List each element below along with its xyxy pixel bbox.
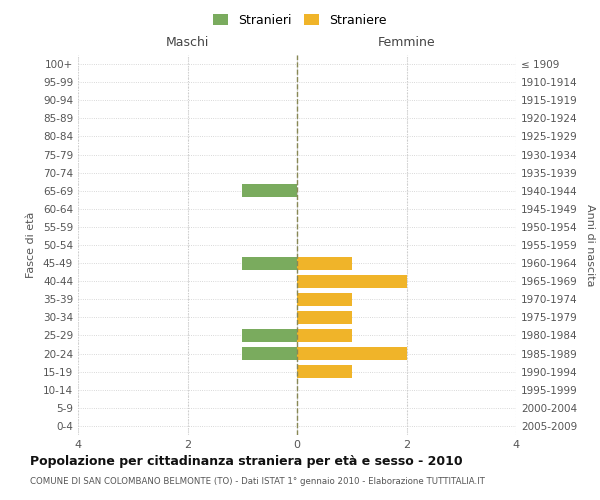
Bar [242,347,297,360]
Legend: Stranieri, Straniere: Stranieri, Straniere [208,8,392,32]
Bar [242,184,297,197]
Bar [297,329,352,342]
Bar [242,329,297,342]
Bar [297,311,352,324]
Text: Popolazione per cittadinanza straniera per età e sesso - 2010: Popolazione per cittadinanza straniera p… [30,455,463,468]
Bar [297,365,352,378]
Text: Femmine: Femmine [377,36,436,49]
Bar [297,293,352,306]
Text: Maschi: Maschi [166,36,209,49]
Y-axis label: Fasce di età: Fasce di età [26,212,36,278]
Bar [297,274,407,287]
Bar [297,256,352,270]
Bar [297,347,407,360]
Y-axis label: Anni di nascita: Anni di nascita [584,204,595,286]
Text: COMUNE DI SAN COLOMBANO BELMONTE (TO) - Dati ISTAT 1° gennaio 2010 - Elaborazion: COMUNE DI SAN COLOMBANO BELMONTE (TO) - … [30,478,485,486]
Bar [242,256,297,270]
